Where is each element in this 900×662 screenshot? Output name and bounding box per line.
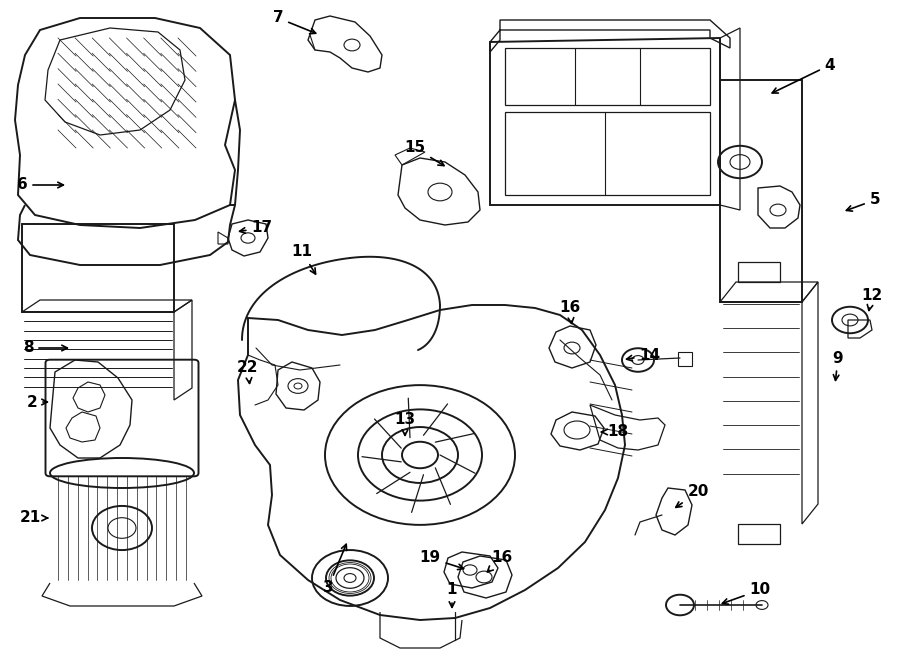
Text: 17: 17 [239,220,273,236]
Text: 3: 3 [323,544,346,596]
Text: 11: 11 [292,244,316,274]
Text: 9: 9 [832,350,843,381]
Text: 6: 6 [16,177,63,193]
Bar [720,80,802,302]
Text: 19: 19 [419,551,464,569]
Text: 7: 7 [273,11,316,34]
Text: 8: 8 [22,340,68,355]
Text: 16: 16 [488,551,513,572]
Text: 12: 12 [861,287,883,310]
Text: 1: 1 [446,583,457,607]
Text: 20: 20 [676,485,708,507]
Text: 14: 14 [626,348,661,363]
Text: 13: 13 [394,412,416,436]
Text: 18: 18 [601,424,628,440]
Text: 2: 2 [27,395,48,410]
Bar [22,224,174,312]
Text: 16: 16 [560,301,580,323]
Text: 5: 5 [846,193,880,211]
Text: 10: 10 [723,583,770,604]
Text: 22: 22 [238,361,259,383]
Text: 15: 15 [404,140,444,166]
Text: 4: 4 [772,58,835,93]
Text: 21: 21 [20,510,48,526]
